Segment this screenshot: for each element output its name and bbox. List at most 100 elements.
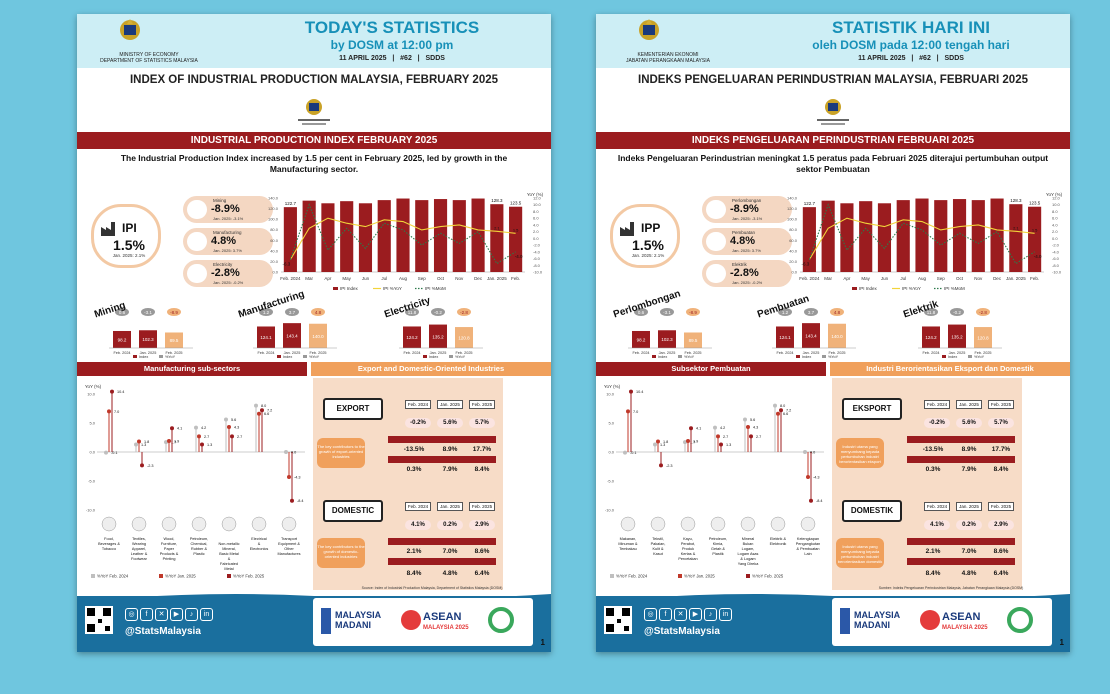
subsector-icon: [710, 516, 726, 532]
index-bar: [403, 326, 421, 348]
x-tick-label: Mar: [305, 276, 313, 281]
qr-code-icon[interactable]: [604, 606, 632, 634]
subsector-label: Chemical,: [191, 542, 208, 546]
y-tick-right: -2.0: [1052, 243, 1060, 248]
data-label: 2.1: [1013, 225, 1019, 230]
lollipop-dot: [653, 442, 657, 447]
sector-pill-electricity: Elektrik -2.8% Jan. 2025: -0.2%: [702, 260, 792, 287]
agency-name: KEMENTERIAN EKONOMI JABATAN PERANGKAAN M…: [626, 52, 710, 64]
qr-code-icon[interactable]: [85, 606, 113, 634]
lollipop-dot: [257, 411, 261, 416]
facebook-icon[interactable]: f: [140, 608, 153, 621]
legend-label: %YoY Feb. 2024: [616, 574, 648, 579]
header-title: TODAY'S STATISTICS: [304, 18, 480, 37]
y-axis-label: YoY (%): [85, 384, 102, 389]
svg-text:MALAYSIA: MALAYSIA: [335, 610, 382, 620]
y-tick-right: -8.0: [1052, 263, 1060, 268]
lollipop-label: 7.2: [786, 409, 791, 413]
instagram-icon[interactable]: ◎: [644, 608, 657, 621]
lollipop-dot: [230, 434, 234, 439]
x-icon[interactable]: ✕: [674, 608, 687, 621]
social-handle[interactable]: @StatsMalaysia: [644, 626, 720, 637]
domestic-note: The key contributors to the growth of do…: [317, 538, 365, 568]
period-head: Jan. 2025: [956, 400, 982, 409]
yoy-label: 3.7: [808, 310, 815, 315]
index-label: 143.4: [805, 334, 817, 339]
youtube-icon[interactable]: ▶: [170, 608, 183, 621]
yoy-badge: [115, 308, 129, 316]
subsector-icon: [770, 516, 786, 532]
lollipop-dot: [167, 438, 171, 443]
page-number: 1: [540, 638, 545, 647]
lollipop-label: -4.3: [813, 475, 820, 479]
domestic-value: 0.2%: [956, 520, 982, 530]
domestic-value: 2.9%: [469, 520, 495, 530]
x-tick-label: May: [342, 276, 351, 281]
x-tick-label: Nov: [455, 276, 464, 281]
y-axis-label: YoY (%): [604, 384, 621, 389]
lollipop-label: 4.2: [720, 426, 725, 430]
facebook-icon[interactable]: f: [659, 608, 672, 621]
y-tick: 5.0: [608, 421, 614, 426]
lollipop-label: 1.8: [663, 440, 668, 444]
index-label: 135.2: [951, 334, 963, 339]
lollipop-dot: [689, 426, 693, 431]
instagram-icon[interactable]: ◎: [125, 608, 138, 621]
lollipop-dot: [194, 425, 198, 430]
subsector-label: Petroleum,: [709, 537, 727, 541]
x-tick-label: Jan. 2025: [803, 351, 820, 355]
agency-name: MINISTRY OF ECONOMY DEPARTMENT OF STATIS…: [100, 52, 198, 64]
subsector-label: Manufactures: [277, 552, 300, 556]
export-value: 5.7%: [988, 418, 1014, 428]
lollipop-label: 1.7: [690, 441, 695, 445]
subsector-label: & Pembuatan: [796, 547, 819, 551]
legend-label: Index: [139, 355, 148, 359]
domestic-value: 2.9%: [988, 520, 1014, 530]
export-row-value: 8.9%: [442, 446, 458, 453]
social-handle[interactable]: @StatsMalaysia: [125, 626, 201, 637]
linkedin-icon[interactable]: in: [719, 608, 732, 621]
subsector-label: Perabot,: [681, 542, 695, 546]
factory-icon: [620, 222, 634, 236]
index-bar: [922, 326, 940, 348]
subsector-icon: [131, 516, 147, 532]
legend-label: %YoY: [455, 355, 466, 359]
y-axis-label-right: YoY (%): [527, 192, 544, 197]
x-icon[interactable]: ✕: [155, 608, 168, 621]
sector-value: -8.9%: [211, 203, 240, 215]
lollipop-dot: [260, 408, 264, 413]
yoy-badge: [976, 308, 990, 316]
legend-swatch: [159, 574, 163, 578]
linkedin-icon[interactable]: in: [200, 608, 213, 621]
subsector-label: Kasut: [653, 552, 664, 556]
index-bar: [283, 207, 297, 272]
power-tower-icon: [187, 264, 207, 283]
index-label: 89.5: [689, 338, 698, 343]
index-bar: [859, 201, 873, 272]
legend-label: IPI Index: [859, 286, 878, 291]
lollipop-label: 1.8: [144, 440, 149, 444]
tiktok-icon[interactable]: ♪: [185, 608, 198, 621]
subsector-label: Electrical: [251, 537, 267, 541]
tiktok-icon[interactable]: ♪: [704, 608, 717, 621]
period-head: Feb. 2024: [405, 400, 431, 409]
subsector-label: &: [258, 542, 261, 546]
yoy-label: 4.8: [315, 310, 322, 315]
ipi-summary: IPI 1.5% Jan. 2025: 2.1%: [91, 204, 161, 268]
lollipop-label: 1.3: [207, 443, 212, 447]
yoy-badge: [405, 308, 419, 316]
y-tick-right: -10.0: [1052, 270, 1062, 275]
legend-swatch: [333, 287, 338, 290]
index-label: 124.2: [925, 335, 937, 340]
subsector-label: Leather &: [131, 552, 148, 556]
x-tick-label: Mar: [824, 276, 832, 281]
y-tick-left: 120.0: [787, 206, 798, 211]
lollipop-dot: [716, 434, 720, 439]
subsector-label: Equipment &: [278, 542, 300, 546]
index-bar: [490, 204, 504, 272]
factory-icon: [101, 222, 115, 236]
yoy-badge: [778, 308, 792, 316]
lollipop-label: 8.0: [261, 404, 266, 408]
x-tick-label: Feb.: [1030, 276, 1039, 281]
youtube-icon[interactable]: ▶: [689, 608, 702, 621]
